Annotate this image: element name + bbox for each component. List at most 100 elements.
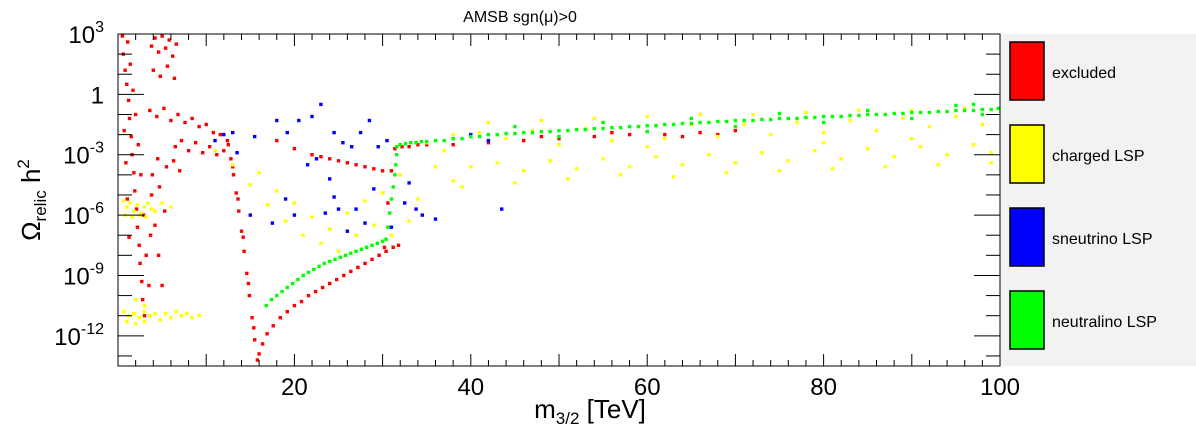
series-sneutrino-lsp xyxy=(213,102,504,233)
point-2-27 xyxy=(403,201,407,205)
point-0-28 xyxy=(125,197,129,201)
point-0-84 xyxy=(253,338,257,342)
point-3-73 xyxy=(742,118,746,123)
y-tick-label: 10-3 xyxy=(63,140,104,170)
point-3-68 xyxy=(698,120,702,125)
point-1-79 xyxy=(927,124,932,129)
point-2-12 xyxy=(367,118,372,123)
point-1-82 xyxy=(469,165,473,169)
point-3-23 xyxy=(384,237,388,241)
point-1-61 xyxy=(451,132,455,137)
series-neutralino-lsp xyxy=(264,102,1000,308)
point-1-100 xyxy=(945,153,949,157)
point-3-98 xyxy=(963,108,967,113)
point-3-108 xyxy=(954,103,958,108)
point-0-46 xyxy=(176,112,180,117)
point-0-95 xyxy=(278,316,282,320)
point-0-11 xyxy=(135,225,140,229)
point-0-6 xyxy=(129,134,133,139)
point-1-36 xyxy=(213,149,217,153)
point-3-21 xyxy=(375,241,379,245)
point-2-35 xyxy=(345,229,349,233)
point-3-31 xyxy=(395,145,399,149)
point-1-111 xyxy=(910,108,914,113)
point-0-19 xyxy=(131,88,135,92)
point-0-98 xyxy=(299,299,304,304)
point-1-103 xyxy=(486,120,491,125)
point-3-24 xyxy=(386,225,390,229)
point-2-38 xyxy=(305,163,310,167)
point-0-44 xyxy=(162,106,166,111)
y-tick-labels: 103 1 10-3 10-6 10-9 10-12 xyxy=(54,19,104,351)
point-0-123 xyxy=(345,161,349,165)
point-0-25 xyxy=(147,283,151,288)
point-2-19 xyxy=(292,213,297,217)
point-3-65 xyxy=(672,122,676,127)
point-1-89 xyxy=(654,155,658,159)
point-0-126 xyxy=(292,147,297,151)
point-1-2 xyxy=(128,201,132,205)
point-3-20 xyxy=(370,243,374,247)
point-2-3 xyxy=(253,134,257,139)
point-1-20 xyxy=(142,310,147,314)
point-3-105 xyxy=(689,116,693,121)
point-3-84 xyxy=(839,114,843,119)
point-2-11 xyxy=(358,130,363,135)
point-3-77 xyxy=(777,116,782,121)
point-3-55 xyxy=(583,127,588,132)
point-2-1 xyxy=(222,132,226,137)
legend-swatch-3 xyxy=(1009,290,1045,350)
point-3-81 xyxy=(813,115,817,120)
point-0-104 xyxy=(342,273,346,278)
point-0-91 xyxy=(257,352,261,356)
point-0-45 xyxy=(169,118,173,123)
point-0-49 xyxy=(197,124,201,129)
point-0-83 xyxy=(250,316,254,320)
point-0-31 xyxy=(153,36,157,40)
point-0-42 xyxy=(148,108,152,113)
legend-swatch-0 xyxy=(1009,41,1045,101)
point-0-134 xyxy=(522,138,526,143)
point-3-1 xyxy=(269,297,274,302)
point-0-138 xyxy=(663,132,667,137)
point-3-97 xyxy=(954,108,958,113)
point-3-114 xyxy=(910,116,914,121)
point-1-77 xyxy=(874,128,879,133)
point-3-6 xyxy=(296,277,300,282)
point-1-78 xyxy=(901,116,905,121)
point-1-120 xyxy=(830,167,835,171)
point-1-52 xyxy=(363,199,367,203)
point-1-51 xyxy=(345,211,349,215)
point-1-95 xyxy=(813,149,817,153)
point-0-99 xyxy=(306,293,311,298)
point-0-142 xyxy=(610,130,614,135)
point-0-120 xyxy=(425,143,429,147)
point-0-116 xyxy=(393,147,397,151)
point-1-75 xyxy=(821,130,826,135)
point-0-72 xyxy=(163,209,167,213)
point-1-87 xyxy=(601,157,605,161)
point-0-140 xyxy=(733,128,738,133)
point-0-86 xyxy=(231,165,235,169)
point-3-13 xyxy=(333,257,337,262)
point-3-91 xyxy=(901,111,905,116)
point-3-69 xyxy=(707,120,711,125)
point-2-20 xyxy=(314,157,319,161)
point-1-76 xyxy=(848,118,852,123)
point-1-83 xyxy=(495,161,499,165)
point-3-40 xyxy=(451,136,455,141)
point-3-96 xyxy=(945,109,949,114)
x-tick-label: 80 xyxy=(810,374,837,401)
point-2-9 xyxy=(341,141,345,145)
point-1-93 xyxy=(760,151,764,155)
point-1-74 xyxy=(795,120,799,125)
legend-swatch-2 xyxy=(1009,207,1045,267)
point-0-58 xyxy=(201,151,205,155)
point-0-96 xyxy=(285,310,289,314)
x-tick-label: 20 xyxy=(281,374,308,401)
point-1-25 xyxy=(169,316,173,320)
point-3-45 xyxy=(495,132,499,137)
point-2-16 xyxy=(248,213,252,217)
point-3-71 xyxy=(724,119,729,124)
